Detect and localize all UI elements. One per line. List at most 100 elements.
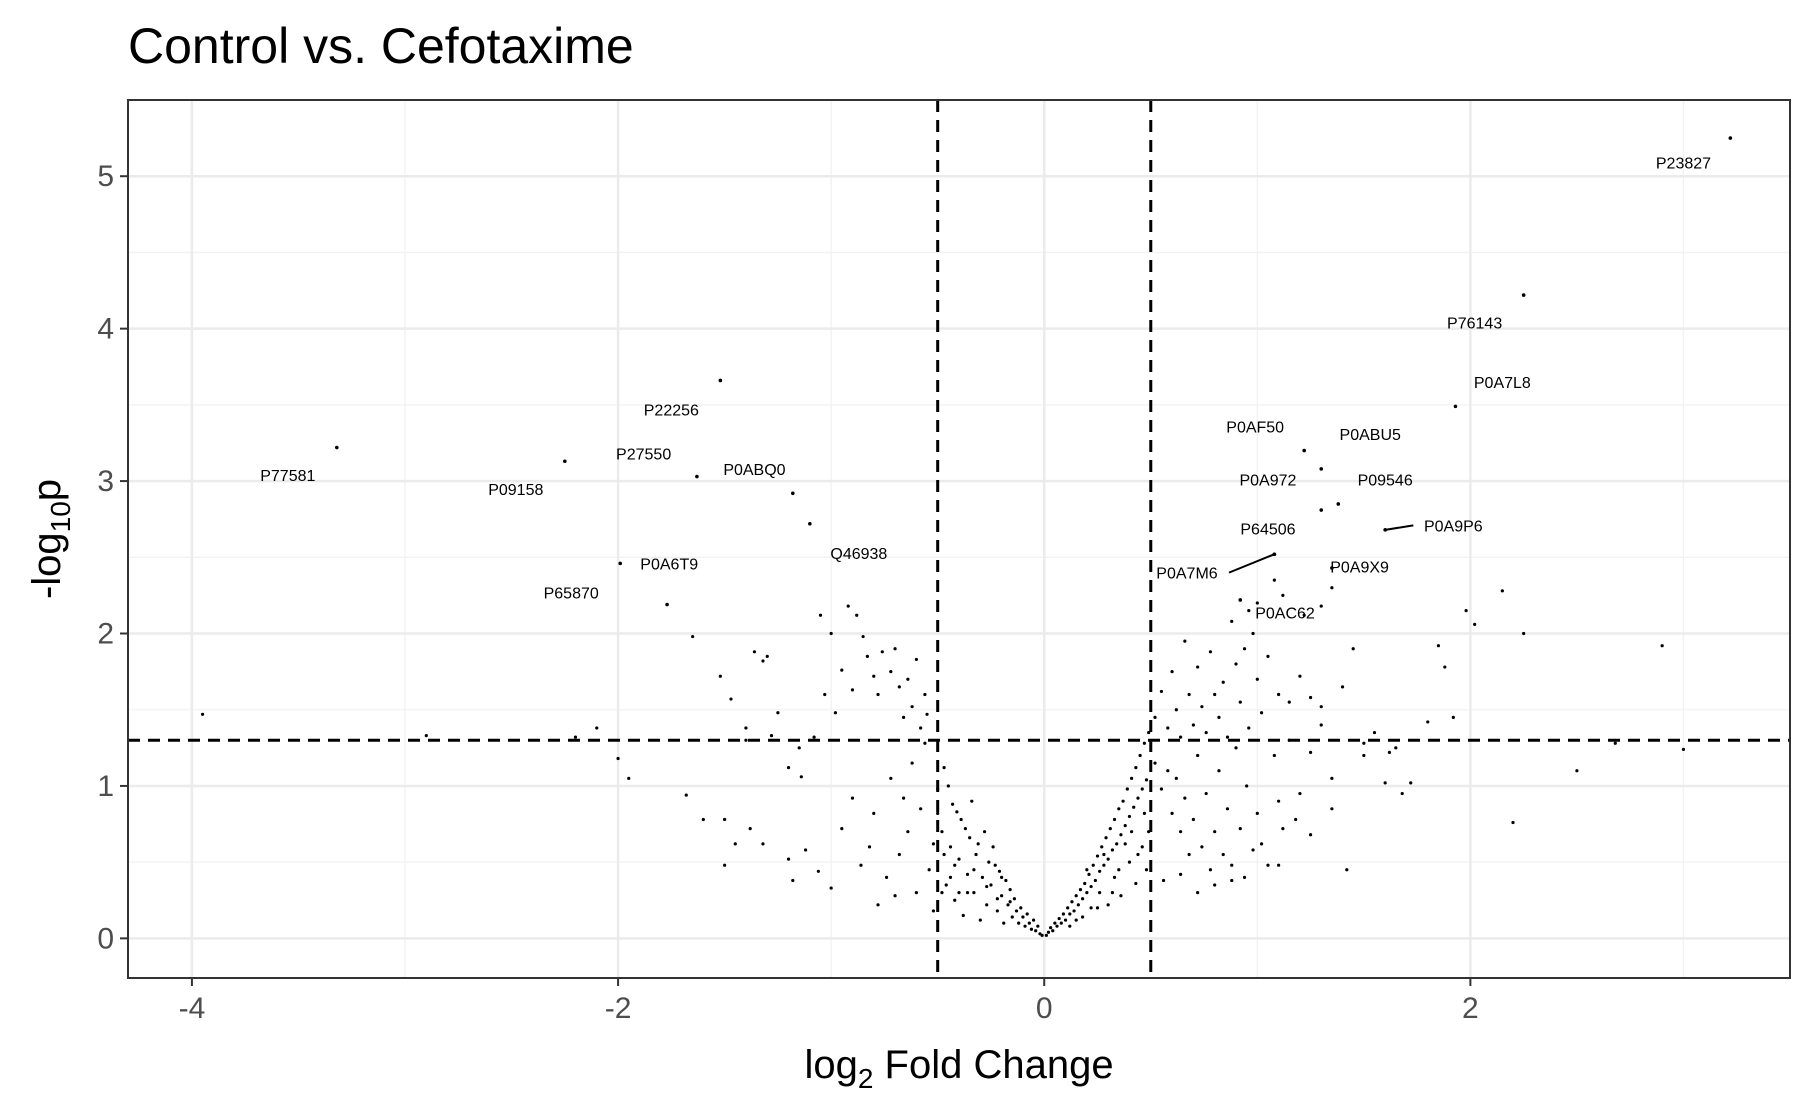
labeled-data-point	[1319, 508, 1324, 512]
data-point	[573, 735, 578, 739]
data-point	[850, 796, 855, 800]
data-point	[818, 613, 823, 617]
data-point	[718, 674, 722, 678]
data-point	[1051, 929, 1055, 933]
data-point	[1266, 654, 1270, 658]
data-point	[1080, 897, 1085, 901]
data-point	[1230, 863, 1234, 867]
data-point	[1660, 644, 1664, 648]
data-point	[1115, 842, 1119, 846]
labeled-data-point	[1330, 566, 1334, 570]
data-point	[1036, 924, 1040, 928]
data-point	[1387, 750, 1392, 755]
data-point	[1112, 875, 1117, 879]
data-point	[1196, 753, 1200, 758]
data-point	[1266, 863, 1270, 867]
chart-title: Control vs. Cefotaxime	[128, 18, 634, 74]
data-point	[910, 705, 914, 709]
data-point	[1132, 805, 1136, 809]
data-point	[200, 712, 205, 716]
data-point	[906, 677, 910, 681]
y-axis-title: -log10p	[25, 479, 76, 599]
data-point	[1000, 875, 1004, 879]
data-point	[1204, 730, 1208, 735]
data-point	[1251, 631, 1255, 636]
data-point	[765, 654, 769, 658]
data-point	[1070, 900, 1074, 904]
data-point	[1242, 647, 1247, 651]
data-point	[1104, 836, 1108, 840]
data-point	[1294, 817, 1298, 822]
data-point	[1153, 761, 1157, 765]
data-point	[1159, 787, 1164, 791]
data-point	[1255, 811, 1259, 815]
data-point	[861, 634, 865, 639]
data-point	[865, 654, 869, 658]
y-tick-label: 3	[97, 465, 114, 498]
data-point	[995, 897, 999, 901]
label-leader-line	[1384, 524, 1414, 531]
data-point	[797, 746, 801, 750]
labeled-data-point	[1521, 293, 1526, 297]
y-tick-label: 5	[97, 160, 114, 193]
data-point	[829, 886, 833, 890]
data-point	[1136, 852, 1140, 857]
data-point	[963, 827, 967, 831]
data-point	[803, 848, 808, 852]
data-point	[919, 807, 923, 811]
data-point	[1161, 878, 1166, 883]
labeled-data-point	[618, 561, 623, 566]
data-point	[1010, 915, 1014, 919]
data-point	[1436, 644, 1441, 648]
data-point	[1522, 631, 1526, 636]
point-label: P0ABQ0	[723, 462, 785, 479]
data-point	[1217, 769, 1221, 773]
data-point	[1272, 753, 1276, 758]
data-point	[1208, 868, 1213, 872]
data-point	[872, 811, 876, 815]
data-point	[1091, 863, 1095, 867]
data-point	[914, 657, 918, 662]
data-point	[791, 878, 795, 883]
data-point	[1061, 912, 1066, 916]
data-point	[595, 726, 599, 730]
data-point	[1129, 830, 1134, 834]
data-point	[1213, 883, 1217, 887]
data-point	[776, 711, 780, 715]
data-point	[1308, 695, 1313, 700]
data-point	[1281, 593, 1285, 597]
data-point	[1426, 720, 1430, 724]
point-label: P0A9P6	[1424, 518, 1483, 535]
data-point	[1166, 726, 1170, 730]
point-label: P0ABU5	[1340, 427, 1401, 444]
data-point	[752, 650, 757, 654]
data-point	[880, 650, 884, 654]
point-label: P64506	[1240, 521, 1295, 538]
data-point	[1230, 619, 1234, 623]
data-point	[786, 857, 791, 861]
data-point	[1330, 776, 1334, 780]
data-point	[972, 891, 976, 895]
data-point	[1044, 933, 1048, 937]
data-points	[200, 136, 1733, 937]
data-point	[1255, 677, 1259, 681]
data-point	[985, 903, 989, 907]
data-point	[1225, 735, 1230, 739]
data-point	[961, 913, 965, 918]
data-point	[1108, 827, 1112, 831]
data-point	[953, 898, 957, 902]
data-point	[744, 726, 748, 730]
point-label: P0AC62	[1255, 605, 1315, 622]
data-point	[893, 647, 897, 651]
data-point	[1034, 929, 1038, 933]
data-point	[1345, 868, 1349, 872]
data-point	[1200, 845, 1204, 849]
data-point	[980, 875, 985, 879]
data-point	[1046, 930, 1051, 934]
y-tick-label: 4	[97, 313, 114, 346]
data-point	[1238, 700, 1242, 704]
data-point	[1095, 854, 1100, 858]
data-point	[1012, 897, 1017, 901]
point-label: P27550	[616, 447, 671, 464]
data-point	[1000, 894, 1004, 898]
